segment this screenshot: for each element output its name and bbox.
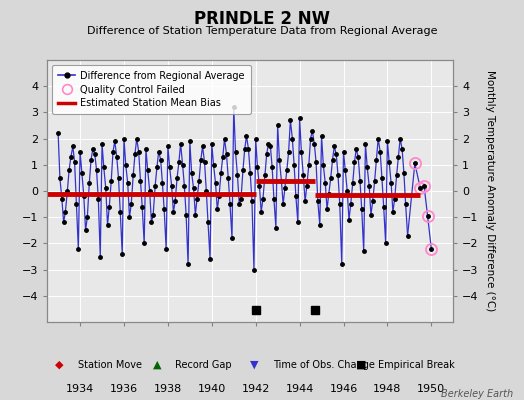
Text: Time of Obs. Change: Time of Obs. Change (272, 360, 375, 370)
Text: 1946: 1946 (330, 384, 357, 394)
Text: 1942: 1942 (242, 384, 270, 394)
Text: ■: ■ (356, 360, 366, 370)
Text: 1948: 1948 (373, 384, 401, 394)
Text: Record Gap: Record Gap (175, 360, 232, 370)
Text: ▼: ▼ (250, 360, 259, 370)
Text: ◆: ◆ (55, 360, 64, 370)
Text: PRINDLE 2 NW: PRINDLE 2 NW (194, 10, 330, 28)
Text: Station Move: Station Move (78, 360, 141, 370)
Text: ▲: ▲ (153, 360, 161, 370)
Text: 1938: 1938 (154, 384, 182, 394)
Text: Berkeley Earth: Berkeley Earth (441, 389, 514, 399)
Text: 1940: 1940 (198, 384, 226, 394)
Y-axis label: Monthly Temperature Anomaly Difference (°C): Monthly Temperature Anomaly Difference (… (485, 70, 496, 312)
Text: Empirical Break: Empirical Break (378, 360, 455, 370)
Text: 1934: 1934 (66, 384, 94, 394)
Text: 1950: 1950 (417, 384, 445, 394)
Text: 1936: 1936 (110, 384, 138, 394)
Text: Difference of Station Temperature Data from Regional Average: Difference of Station Temperature Data f… (87, 26, 437, 36)
Text: 1944: 1944 (286, 384, 314, 394)
Legend: Difference from Regional Average, Quality Control Failed, Estimated Station Mean: Difference from Regional Average, Qualit… (52, 65, 250, 114)
